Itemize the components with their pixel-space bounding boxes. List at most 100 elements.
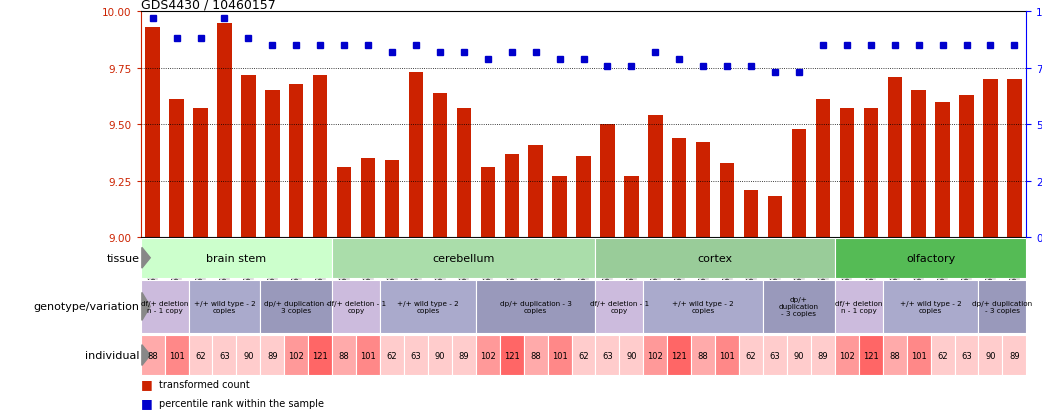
Bar	[978, 335, 1002, 375]
Text: 89: 89	[1009, 351, 1020, 360]
Bar	[595, 280, 643, 333]
Text: 90: 90	[626, 351, 637, 360]
Text: 90: 90	[243, 351, 253, 360]
Bar	[504, 154, 519, 237]
Bar	[528, 145, 543, 237]
Polygon shape	[142, 345, 150, 366]
Bar	[361, 159, 375, 237]
Text: 62: 62	[578, 351, 589, 360]
Text: brain stem: brain stem	[206, 253, 267, 263]
Text: 88: 88	[530, 351, 541, 360]
Bar	[768, 197, 783, 237]
Bar	[384, 161, 399, 237]
Bar	[624, 177, 639, 237]
Bar	[189, 280, 260, 333]
Text: olfactory: olfactory	[905, 253, 956, 263]
Bar	[165, 335, 189, 375]
Bar	[576, 157, 591, 237]
Bar	[332, 280, 380, 333]
Bar	[552, 177, 567, 237]
Bar	[572, 335, 595, 375]
Text: 121: 121	[313, 351, 328, 360]
Text: 63: 63	[219, 351, 230, 360]
Bar	[500, 335, 524, 375]
Text: df/+ deletion
n - 1 copy: df/+ deletion n - 1 copy	[141, 300, 189, 313]
Text: 89: 89	[818, 351, 828, 360]
Bar	[595, 238, 835, 278]
Bar	[883, 280, 978, 333]
Bar	[595, 335, 619, 375]
Text: 90: 90	[986, 351, 996, 360]
Bar	[739, 335, 763, 375]
Text: genotype/variation: genotype/variation	[33, 301, 140, 312]
Bar	[763, 280, 835, 333]
Text: 88: 88	[698, 351, 709, 360]
Text: df/+ deletion - 1
copy: df/+ deletion - 1 copy	[326, 300, 386, 313]
Text: 121: 121	[504, 351, 520, 360]
Bar	[218, 24, 231, 237]
Bar	[960, 96, 973, 237]
Bar	[648, 116, 663, 237]
Text: tissue: tissue	[106, 253, 140, 263]
Bar	[907, 335, 931, 375]
Bar	[313, 76, 327, 237]
Text: +/+ wild type - 2
copies: +/+ wild type - 2 copies	[397, 300, 458, 313]
Bar	[978, 280, 1026, 333]
Bar	[720, 163, 735, 237]
Bar	[600, 125, 615, 237]
Text: cortex: cortex	[697, 253, 733, 263]
Bar	[715, 335, 739, 375]
Bar	[284, 335, 308, 375]
Bar	[840, 109, 854, 237]
Text: ■: ■	[141, 377, 152, 391]
Text: +/+ wild type - 2
copies: +/+ wild type - 2 copies	[672, 300, 734, 313]
Bar	[1008, 80, 1021, 237]
Text: 89: 89	[267, 351, 277, 360]
Bar	[835, 238, 1026, 278]
Bar	[428, 335, 452, 375]
Text: individual: individual	[85, 350, 140, 360]
Text: 88: 88	[147, 351, 158, 360]
Bar	[936, 102, 949, 237]
Bar	[337, 168, 351, 237]
Bar	[792, 129, 807, 237]
Bar	[380, 280, 476, 333]
Text: df/+ deletion
n - 1 copy: df/+ deletion n - 1 copy	[835, 300, 883, 313]
Text: 101: 101	[361, 351, 376, 360]
Text: df/+ deletion - 1
copy: df/+ deletion - 1 copy	[590, 300, 649, 313]
Text: 102: 102	[839, 351, 854, 360]
Bar	[787, 335, 811, 375]
Text: percentile rank within the sample: percentile rank within the sample	[159, 398, 324, 408]
Text: dp/+ duplication -
3 copies: dp/+ duplication - 3 copies	[264, 300, 329, 313]
Bar	[548, 335, 572, 375]
Text: 62: 62	[387, 351, 397, 360]
Text: 101: 101	[169, 351, 184, 360]
Bar	[811, 335, 835, 375]
Text: 102: 102	[647, 351, 663, 360]
Text: 101: 101	[911, 351, 926, 360]
Text: 102: 102	[480, 351, 496, 360]
Bar	[667, 335, 691, 375]
Bar	[141, 335, 165, 375]
Polygon shape	[142, 293, 150, 320]
Bar	[189, 335, 213, 375]
Text: 63: 63	[961, 351, 972, 360]
Bar	[241, 76, 255, 237]
Bar	[456, 109, 471, 237]
Bar	[835, 335, 859, 375]
Bar	[237, 335, 260, 375]
Bar	[1002, 335, 1026, 375]
Text: +/+ wild type - 2
copies: +/+ wild type - 2 copies	[194, 300, 255, 313]
Text: 101: 101	[719, 351, 735, 360]
Text: 63: 63	[770, 351, 780, 360]
Bar	[194, 109, 207, 237]
Text: GDS4430 / 10460157: GDS4430 / 10460157	[141, 0, 275, 11]
Text: 121: 121	[671, 351, 687, 360]
Bar	[888, 78, 902, 237]
Text: cerebellum: cerebellum	[432, 253, 495, 263]
Bar	[356, 335, 380, 375]
Bar	[883, 335, 907, 375]
Bar	[691, 335, 715, 375]
Text: 62: 62	[937, 351, 948, 360]
Text: dp/+ duplication - 3
copies: dp/+ duplication - 3 copies	[500, 300, 572, 313]
